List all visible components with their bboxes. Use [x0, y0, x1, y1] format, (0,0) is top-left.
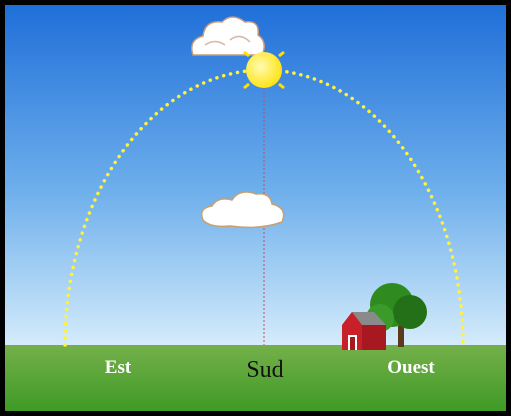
label-west: Ouest — [387, 357, 435, 378]
sun-path-illustration: Est Sud Ouest — [0, 0, 511, 416]
page: Est Sud Ouest (() => { const data = JSON… — [0, 0, 511, 416]
label-east: Est — [105, 357, 132, 378]
label-south: Sud — [246, 357, 283, 383]
